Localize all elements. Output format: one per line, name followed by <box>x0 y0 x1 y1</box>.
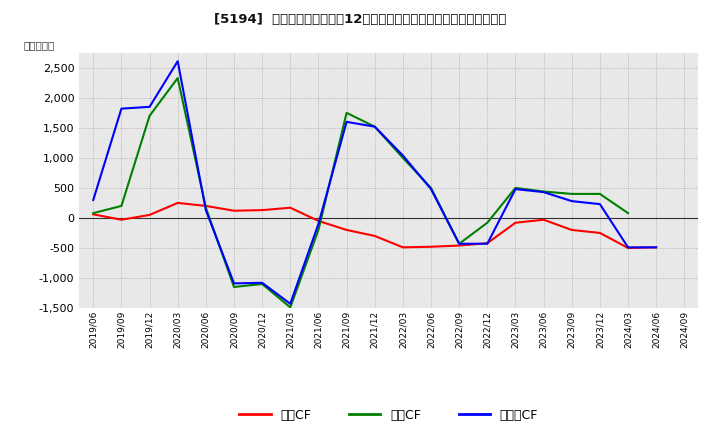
フリーCF <box>595 202 604 207</box>
フリーCF <box>314 221 323 227</box>
フリーCF <box>455 241 464 246</box>
営業CF <box>652 245 660 250</box>
営業CF <box>145 212 154 217</box>
フリーCF <box>117 106 126 111</box>
フリーCF <box>342 119 351 125</box>
投資CF <box>483 220 492 225</box>
投資CF <box>342 110 351 115</box>
投資CF <box>370 124 379 129</box>
投資CF <box>427 185 436 191</box>
営業CF <box>89 212 98 217</box>
Line: フリーCF: フリーCF <box>94 61 656 304</box>
フリーCF <box>399 153 408 158</box>
フリーCF <box>539 190 548 195</box>
営業CF <box>399 245 408 250</box>
営業CF <box>624 246 632 251</box>
投資CF <box>539 189 548 194</box>
営業CF <box>427 244 436 249</box>
フリーCF <box>286 301 294 306</box>
投資CF <box>399 155 408 161</box>
Legend: 営業CF, 投資CF, フリーCF: 営業CF, 投資CF, フリーCF <box>235 403 543 426</box>
営業CF <box>258 208 266 213</box>
投資CF <box>145 113 154 118</box>
営業CF <box>595 230 604 235</box>
営業CF <box>314 218 323 224</box>
投資CF <box>286 305 294 310</box>
投資CF <box>314 227 323 233</box>
フリーCF <box>483 241 492 246</box>
営業CF <box>511 220 520 225</box>
投資CF <box>89 210 98 216</box>
営業CF <box>174 200 182 205</box>
投資CF <box>117 203 126 209</box>
フリーCF <box>230 281 238 286</box>
営業CF <box>483 241 492 246</box>
営業CF <box>117 217 126 222</box>
営業CF <box>539 217 548 222</box>
Text: [5194]  キャッシュフローの12か月移動合計の対前年同期増減額の推移: [5194] キャッシュフローの12か月移動合計の対前年同期増減額の推移 <box>214 13 506 26</box>
フリーCF <box>145 104 154 110</box>
フリーCF <box>427 187 436 192</box>
営業CF <box>567 227 576 233</box>
フリーCF <box>624 245 632 250</box>
営業CF <box>202 203 210 209</box>
フリーCF <box>202 208 210 213</box>
投資CF <box>230 284 238 290</box>
投資CF <box>511 185 520 191</box>
フリーCF <box>511 187 520 192</box>
フリーCF <box>567 198 576 204</box>
投資CF <box>455 241 464 246</box>
営業CF <box>370 233 379 238</box>
Line: 投資CF: 投資CF <box>94 78 628 308</box>
投資CF <box>258 281 266 286</box>
営業CF <box>455 243 464 248</box>
フリーCF <box>89 197 98 202</box>
営業CF <box>230 208 238 213</box>
営業CF <box>342 227 351 233</box>
Line: 営業CF: 営業CF <box>94 203 656 248</box>
フリーCF <box>174 59 182 64</box>
営業CF <box>286 205 294 210</box>
投資CF <box>595 191 604 197</box>
フリーCF <box>258 280 266 286</box>
投資CF <box>624 210 632 216</box>
投資CF <box>567 191 576 197</box>
投資CF <box>202 205 210 210</box>
投資CF <box>174 75 182 81</box>
Text: （百万円）: （百万円） <box>24 40 55 50</box>
フリーCF <box>652 245 660 250</box>
フリーCF <box>370 124 379 129</box>
